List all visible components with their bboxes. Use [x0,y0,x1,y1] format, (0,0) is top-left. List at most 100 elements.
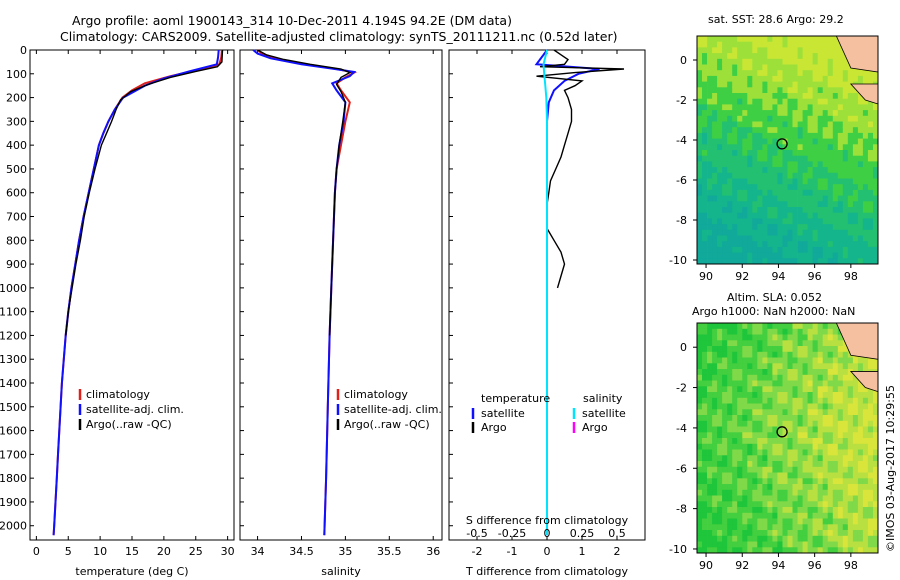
map-cell [857,70,864,77]
legend-label: Argo(..raw -QC) [86,418,172,431]
map-cell [837,524,844,531]
map-cell [722,466,728,473]
map-cell [792,70,798,77]
map-cell [757,252,763,259]
map-cell [832,258,839,265]
map-cell [817,403,824,410]
map-cell [742,369,748,376]
map-cell [837,58,844,65]
map-cell [752,184,758,191]
map-cell [827,346,834,353]
map-cell [772,189,778,196]
map-cell [802,455,808,462]
map-cell [787,541,793,548]
map-cell [777,489,783,496]
map-cell [862,512,869,519]
map-cell [737,98,743,105]
x2-tick-label: -0.5 [466,527,487,540]
map-cell [822,218,829,225]
map-cell [737,369,743,376]
map-cell [722,380,728,387]
map-cell [762,195,768,202]
map-cell [707,212,713,219]
map-cell [817,138,824,145]
map-cell [797,75,803,82]
map-cell [702,501,708,508]
map-cell [852,161,859,168]
map-cell [842,229,849,236]
map-cell [857,397,864,404]
map-cell [742,189,748,196]
map-cell [873,438,879,445]
map-cell [822,201,829,208]
map-cell [737,53,743,60]
map-cell [797,466,803,473]
map-cell [852,466,859,473]
map-cell [857,184,864,191]
map-cell [797,184,803,191]
map-cell [697,323,703,330]
map-cell [697,415,703,422]
map-cell [742,524,748,531]
map-cell [862,501,869,508]
map-cell [873,241,879,248]
map-cell [732,115,738,122]
map-cell [742,167,748,174]
map-cell [727,392,733,399]
map-cell [747,530,753,537]
map-cell [772,155,778,162]
map-cell [787,241,793,248]
map-cell [697,438,703,445]
map-cell [747,252,753,259]
map-cell [807,75,813,82]
map-y-tick-label: -6 [676,462,687,475]
map-cell [827,207,834,214]
map-cell [832,87,839,94]
map-cell [757,167,763,174]
map-cell [837,98,844,105]
map-cell [757,357,763,364]
map-cell [817,87,824,94]
map-cell [873,104,879,111]
map-cell [827,535,834,542]
map-cell [802,438,808,445]
map-cell [812,351,818,358]
map-cell [802,530,808,537]
map-cell [812,127,818,134]
map-cell [732,323,738,330]
map-cell [812,70,818,77]
map-cell [772,53,778,60]
map-cell [857,207,864,214]
map-cell [722,81,728,88]
map-cell [747,93,753,100]
map-cell [717,397,723,404]
map-cell [812,455,818,462]
map-cell [867,104,874,111]
map-cell [747,207,753,214]
map-cell [717,127,723,134]
map-cell [817,41,824,48]
map-cell [732,195,738,202]
map-cell [792,241,798,248]
map-cell [777,172,783,179]
map-cell [762,328,768,335]
map-cell [722,386,728,393]
map-cell [752,420,758,427]
map-cell [782,461,788,468]
map-cell [722,138,728,145]
map-cell [707,340,713,347]
map-cell [842,392,849,399]
map-cell [732,70,738,77]
map-cell [752,161,758,168]
map-cell [752,58,758,65]
map-cell [772,461,778,468]
map-cell [757,207,763,214]
map-cell [797,172,803,179]
map-cell [742,81,748,88]
map-cell [842,512,849,519]
map-cell [852,507,859,514]
map-cell [767,449,773,456]
map-cell [727,98,733,105]
map-cell [732,235,738,242]
map-cell [717,167,723,174]
